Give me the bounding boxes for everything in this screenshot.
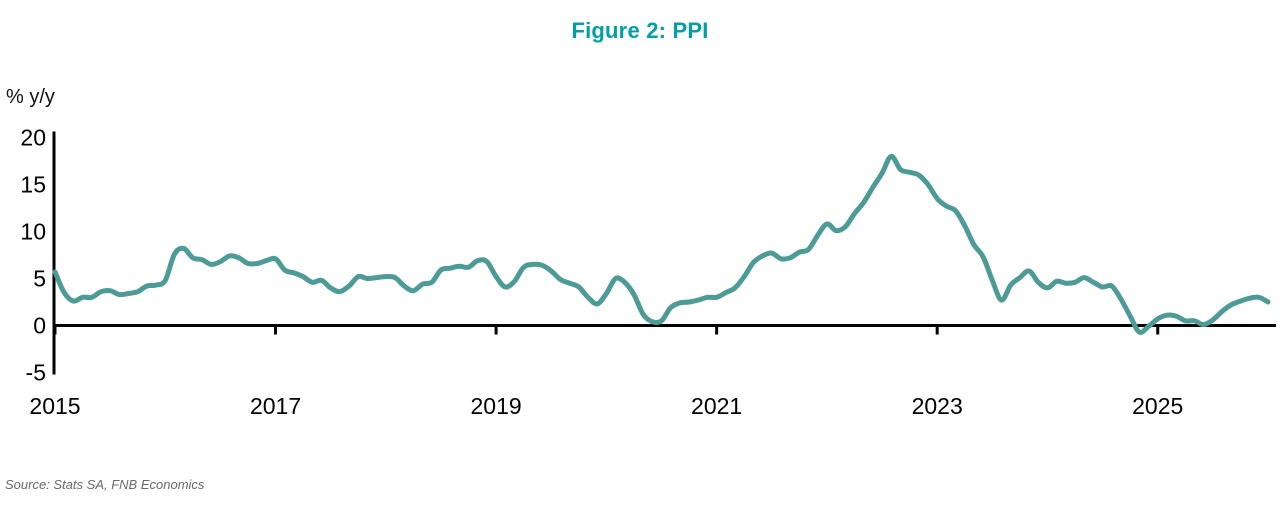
x-tick-label-2019: 2019 — [471, 393, 522, 419]
x-tick-label-2023: 2023 — [912, 393, 963, 419]
x-tick-label-2017: 2017 — [250, 393, 301, 419]
x-tick-label-2025: 2025 — [1132, 393, 1183, 419]
y-tick-label--5: -5 — [26, 360, 46, 386]
figure-title: Figure 2: PPI — [571, 18, 709, 43]
y-tick-label-5: 5 — [33, 266, 46, 292]
x-tick-label-2021: 2021 — [691, 393, 742, 419]
x-tick-label-2015: 2015 — [29, 393, 80, 419]
source-note: Source: Stats SA, FNB Economics — [5, 477, 205, 492]
y-tick-label-20: 20 — [20, 125, 46, 151]
ppi-series-line — [52, 153, 1271, 335]
y-axis-unit-label: % y/y — [6, 86, 55, 108]
y-tick-label-0: 0 — [33, 313, 46, 339]
y-tick-label-15: 15 — [20, 172, 46, 198]
y-tick-label-10: 10 — [20, 219, 46, 245]
